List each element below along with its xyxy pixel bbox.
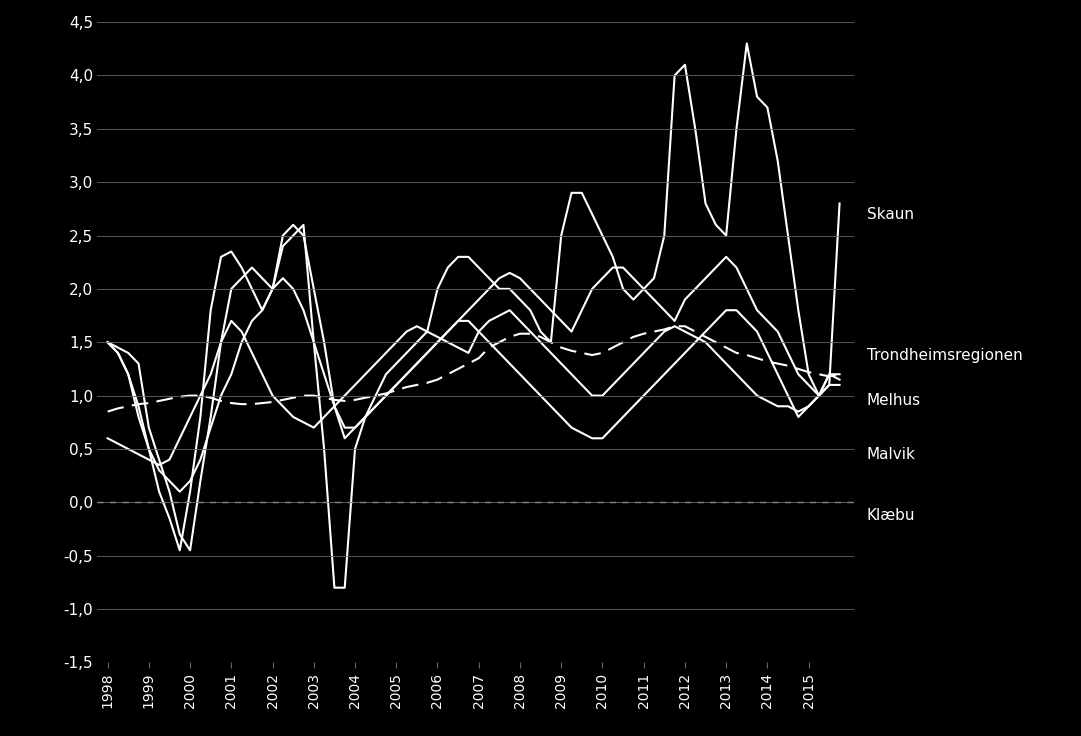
Text: Klæbu: Klæbu	[867, 508, 916, 523]
Text: Malvik: Malvik	[867, 447, 916, 461]
Text: Melhus: Melhus	[867, 394, 921, 408]
Text: Trondheimsregionen: Trondheimsregionen	[867, 347, 1023, 363]
Text: Skaun: Skaun	[867, 207, 913, 222]
